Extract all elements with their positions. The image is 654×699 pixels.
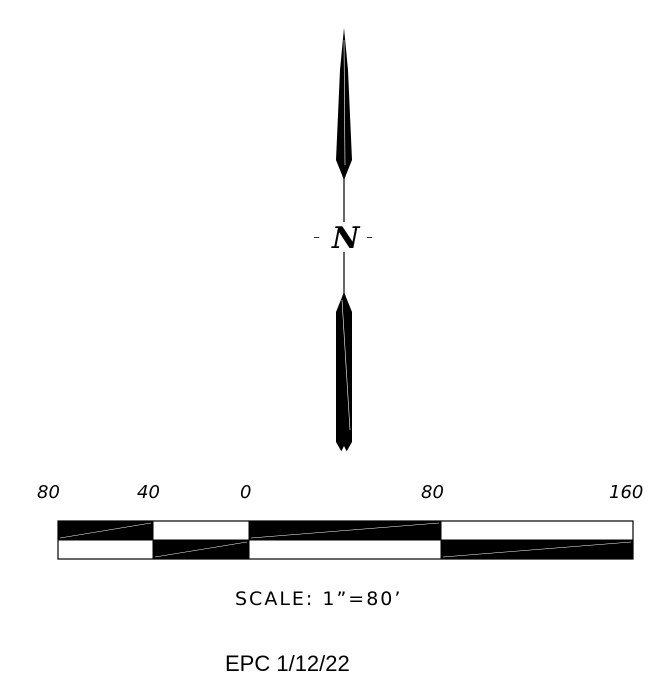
scale-bar-outline xyxy=(57,520,634,560)
north-arrow: - N - xyxy=(313,28,373,458)
scale-seg-top-2 xyxy=(152,520,250,541)
north-arrow-lower-tail xyxy=(336,292,352,456)
scale-seg-top-4 xyxy=(440,520,634,541)
stamp-text: EPC 1/12/22 xyxy=(225,651,350,676)
tick-label-0: 0 xyxy=(240,482,251,503)
north-arrow-upper-needle-highlight xyxy=(343,39,346,166)
scale-seg-bottom-1 xyxy=(57,539,154,560)
scale-caption: SCALE: 1”=80’ xyxy=(235,588,402,610)
north-right-dash: - xyxy=(366,224,373,248)
tick-label-40: 40 xyxy=(137,482,160,503)
scale-hatch-1 xyxy=(59,522,152,539)
tick-label-80: 80 xyxy=(421,482,444,503)
scale-tick-labels: 80 40 0 80 160 xyxy=(37,482,643,503)
scale-seg-bottom-3 xyxy=(248,539,442,560)
scale-hatch-3 xyxy=(250,522,440,539)
north-left-dash: - xyxy=(313,224,320,248)
scale-hatch-4 xyxy=(442,541,632,558)
tick-label-80-left: 80 xyxy=(37,482,60,503)
scale-bar xyxy=(57,520,634,560)
scale-hatch-2 xyxy=(154,541,248,558)
north-letter: N xyxy=(331,221,361,256)
tick-label-160: 160 xyxy=(609,482,643,503)
north-arrow-lower-tail-highlight xyxy=(341,299,351,431)
north-arrow-lower-tail-notch xyxy=(338,446,350,458)
north-arrow-upper-needle xyxy=(336,28,352,180)
